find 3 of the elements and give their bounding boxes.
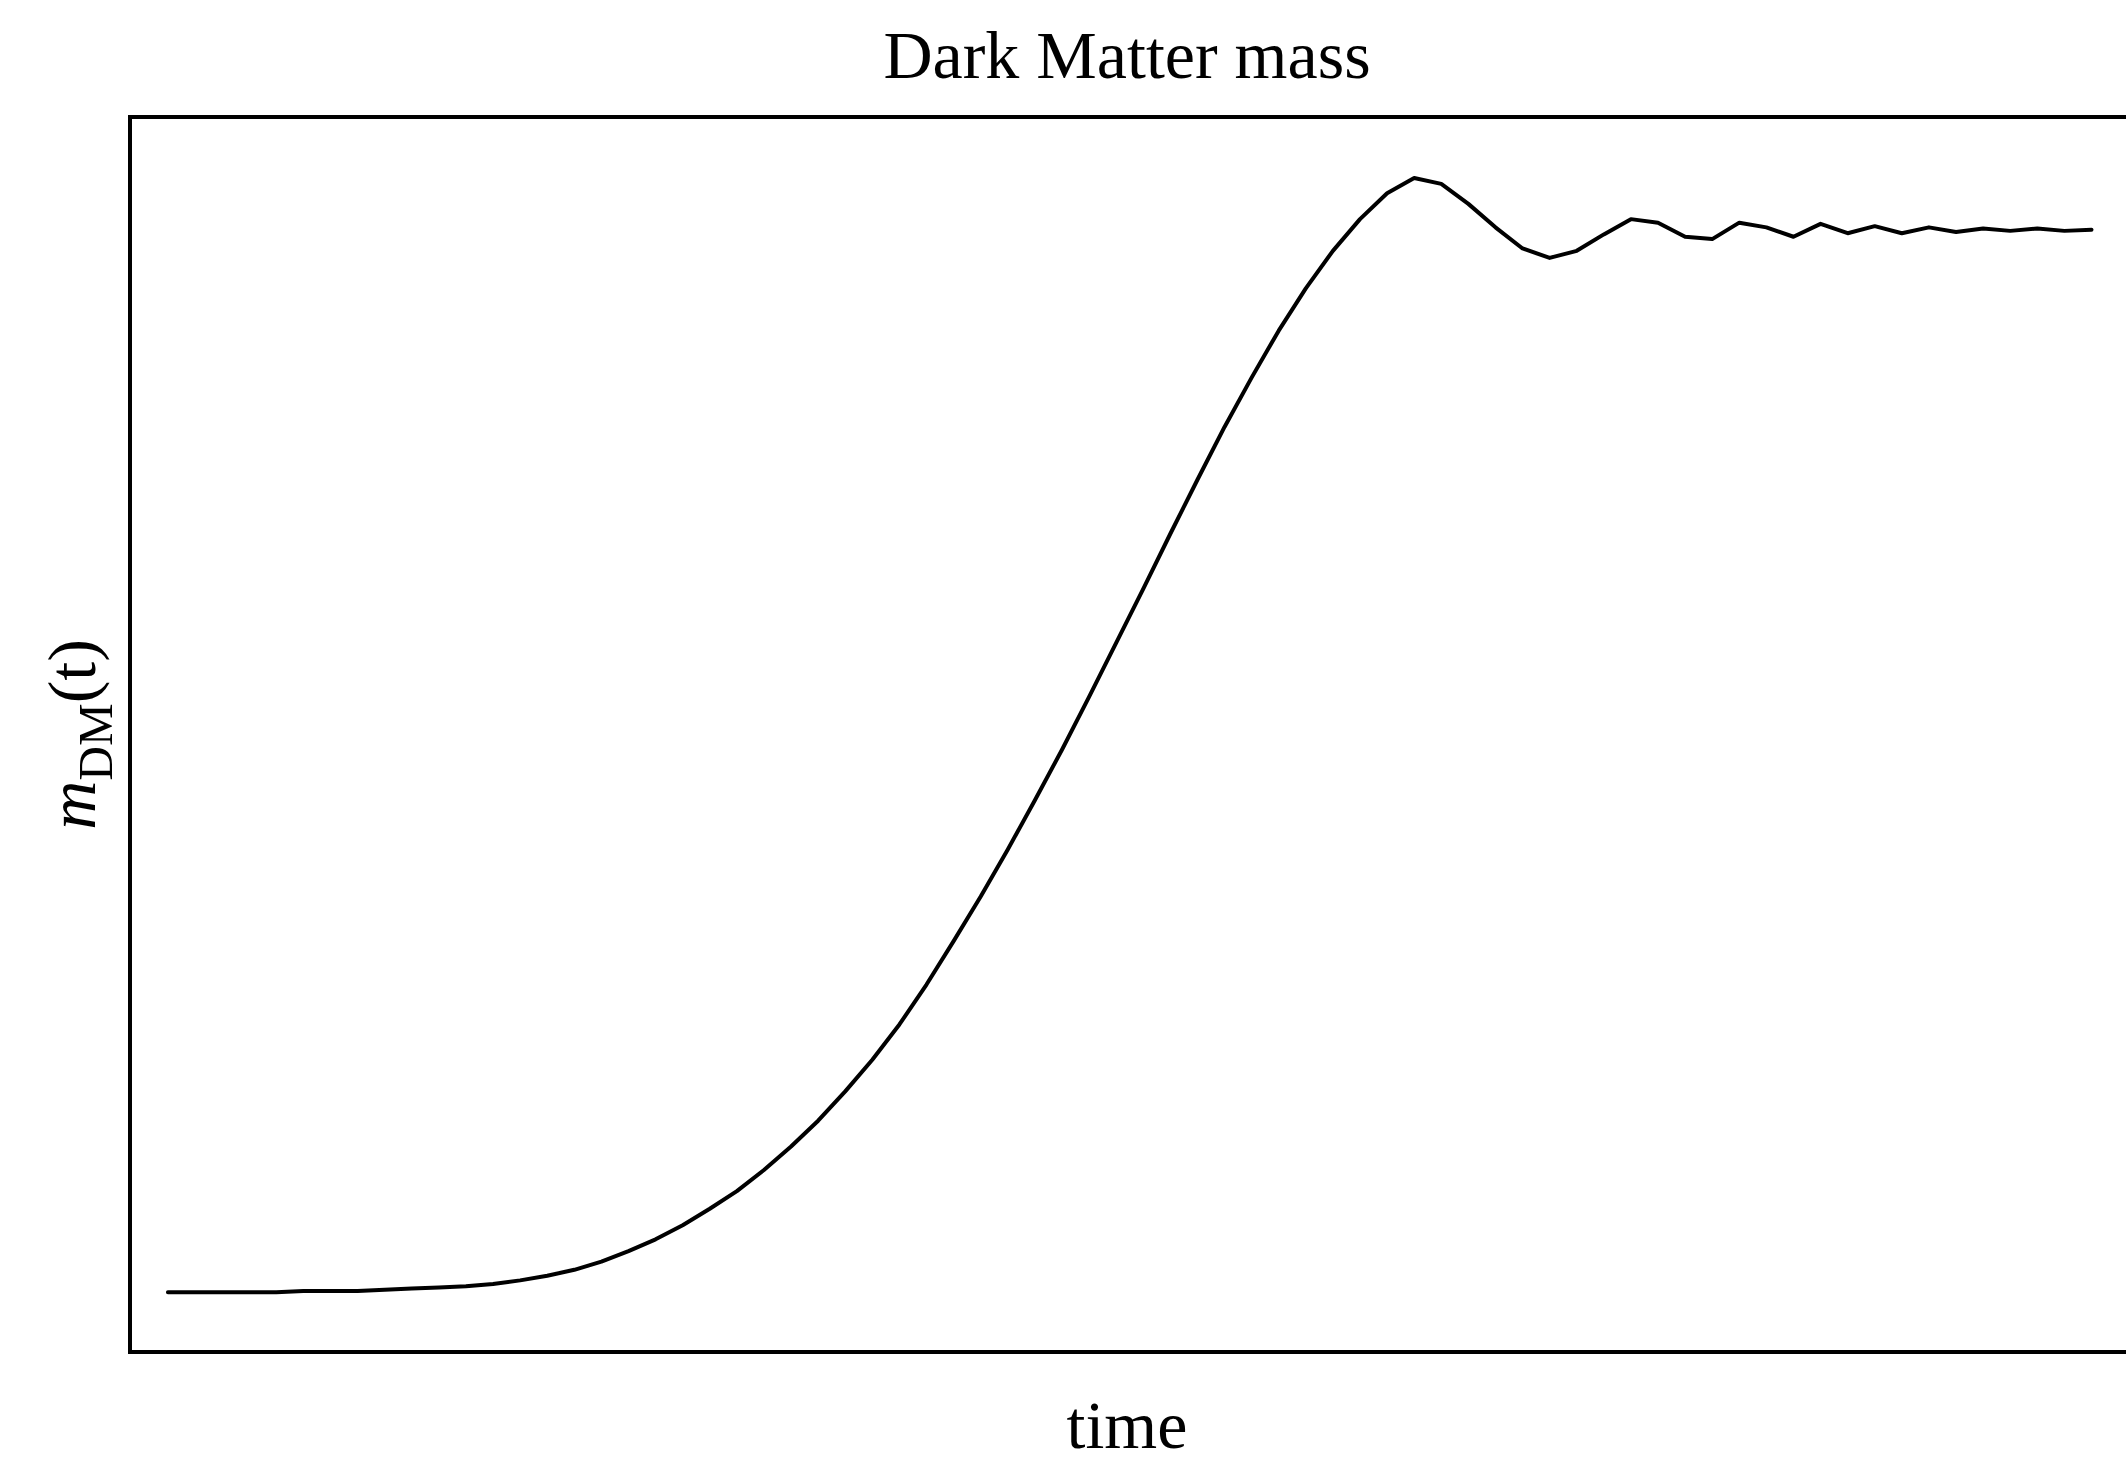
- y-axis-title: mDM(t): [34, 639, 122, 830]
- chart-title: Dark Matter mass: [883, 17, 1371, 93]
- x-axis-title: time: [1066, 1387, 1188, 1463]
